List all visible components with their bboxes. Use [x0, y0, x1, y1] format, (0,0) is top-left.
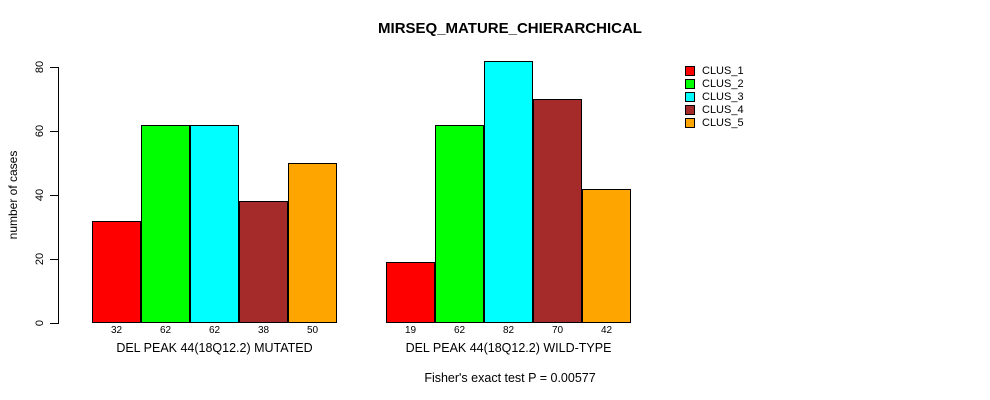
legend-label: CLUS_5 — [702, 116, 744, 129]
bar-value-label: 62 — [208, 325, 221, 336]
y-tick-mark — [50, 259, 58, 260]
y-tick-mark — [50, 67, 58, 68]
legend-swatch-clus_3 — [685, 91, 695, 102]
bar-value-label: 42 — [600, 325, 613, 336]
legend-label: CLUS_3 — [702, 90, 744, 103]
bar-clus_5 — [582, 189, 631, 323]
legend-entry: CLUS_4 — [685, 103, 744, 116]
y-tick-label: 40 — [34, 188, 46, 202]
bar-clus_1 — [92, 221, 141, 323]
legend-entry: CLUS_3 — [685, 90, 744, 103]
legend-entry: CLUS_2 — [685, 77, 744, 90]
legend-label: CLUS_4 — [702, 103, 744, 116]
bar-value-label: 62 — [453, 325, 466, 336]
legend-entry: CLUS_1 — [685, 64, 744, 77]
legend-swatch-clus_5 — [685, 117, 695, 128]
y-axis-title: number of cases — [6, 150, 20, 240]
fisher-test-annotation: Fisher's exact test P = 0.00577 — [424, 371, 596, 385]
bar-clus_2 — [141, 125, 190, 323]
legend-swatch-clus_4 — [685, 104, 695, 115]
y-tick-mark — [50, 131, 58, 132]
bar-clus_4 — [239, 201, 288, 323]
y-tick-label: 80 — [34, 60, 46, 74]
bar-clus_3 — [190, 125, 239, 323]
y-tick-mark — [50, 323, 58, 324]
y-tick-label: 0 — [34, 319, 46, 327]
legend-swatch-clus_2 — [685, 78, 695, 89]
y-tick-mark — [50, 195, 58, 196]
bar-value-label: 32 — [110, 325, 123, 336]
bar-value-label: 62 — [159, 325, 172, 336]
bar-value-label: 70 — [551, 325, 564, 336]
bar-clus_1 — [386, 262, 435, 323]
group-label: DEL PEAK 44(18Q12.2) MUTATED — [116, 341, 313, 355]
bar-clus_2 — [435, 125, 484, 323]
legend-entry: CLUS_5 — [685, 116, 744, 129]
bar-value-label: 38 — [257, 325, 270, 336]
bar-clus_3 — [484, 61, 533, 323]
chart-title: MIRSEQ_MATURE_CHIERARCHICAL — [378, 20, 642, 37]
y-tick-label: 20 — [34, 252, 46, 266]
chart-legend: CLUS_1 CLUS_2 CLUS_3 CLUS_4 CLUS_5 — [685, 64, 744, 129]
y-axis-line — [58, 67, 59, 324]
legend-label: CLUS_1 — [702, 64, 744, 77]
bar-clus_5 — [288, 163, 337, 323]
bar-value-label: 19 — [404, 325, 417, 336]
bar-value-label: 50 — [306, 325, 319, 336]
legend-label: CLUS_2 — [702, 77, 744, 90]
bar-clus_4 — [533, 99, 582, 323]
bar-value-label: 82 — [502, 325, 515, 336]
group-label: DEL PEAK 44(18Q12.2) WILD-TYPE — [405, 341, 612, 355]
legend-swatch-clus_1 — [685, 65, 695, 76]
y-tick-label: 60 — [34, 124, 46, 138]
